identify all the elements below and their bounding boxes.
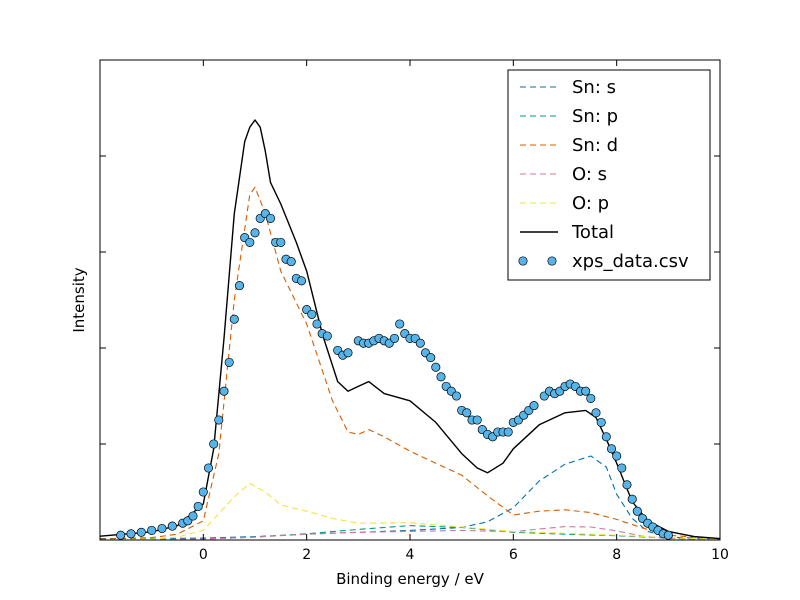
series-line-o-p: [100, 482, 720, 540]
data-point: [276, 237, 286, 247]
data-point: [136, 527, 146, 537]
data-point: [312, 319, 322, 329]
data-point: [503, 427, 513, 437]
data-point: [622, 480, 632, 490]
data-point: [245, 237, 255, 247]
data-point: [203, 463, 214, 473]
data-point: [586, 393, 596, 403]
legend-label: Sn: p: [572, 106, 618, 127]
ticks-layer: 0 2 4 6 8 10: [100, 60, 729, 563]
legend-item: Sn: s: [520, 77, 616, 98]
data-point: [395, 319, 405, 329]
data-point: [193, 501, 203, 511]
data-point: [307, 309, 317, 319]
data-point: [591, 408, 601, 418]
y-axis-label: Intensity: [70, 267, 88, 332]
data-point: [265, 213, 276, 223]
x-tick-label: 6: [509, 547, 518, 563]
data-point: [436, 372, 446, 382]
data-point: [529, 401, 539, 411]
data-point: [617, 463, 627, 473]
data-point: [188, 511, 198, 521]
series-line-total: [100, 119, 720, 540]
series-layer: [100, 119, 720, 540]
data-point: [214, 415, 224, 425]
data-point: [601, 432, 611, 442]
data-point: [209, 439, 219, 449]
data-point: [126, 529, 136, 539]
series-line-o-s: [100, 526, 720, 540]
legend-item: Sn: p: [520, 106, 618, 127]
legend-label: Total: [571, 222, 614, 243]
x-axis-label: Binding energy / eV: [336, 570, 485, 588]
data-point: [431, 362, 441, 372]
data-point: [462, 408, 472, 418]
legend-label: O: p: [572, 193, 609, 214]
data-point: [451, 391, 462, 401]
legend-item: O: s: [520, 164, 607, 185]
x-tick-label: 2: [302, 547, 311, 563]
data-point: [581, 386, 591, 396]
x-tick-label: 4: [406, 547, 415, 563]
x-tick-label: 0: [199, 547, 208, 563]
x-tick-label: 8: [612, 547, 621, 563]
data-point: [219, 386, 229, 396]
legend-item: Total: [520, 222, 614, 243]
data-point: [198, 487, 208, 497]
data-point: [415, 338, 425, 348]
data-point: [322, 331, 332, 341]
data-point: [612, 451, 622, 461]
data-point: [224, 357, 234, 367]
series-line-sn-d: [100, 186, 720, 540]
data-point: [596, 417, 606, 427]
legend-marker: [518, 256, 528, 266]
legend-label: Sn: s: [572, 77, 616, 98]
data-point: [296, 276, 307, 286]
data-point: [606, 444, 617, 454]
data-point: [147, 525, 157, 535]
data-point: [157, 523, 167, 534]
data-point: [234, 281, 245, 291]
data-point: [632, 506, 642, 516]
legend-label: O: s: [572, 164, 607, 185]
data-point: [286, 257, 296, 267]
data-point: [426, 353, 436, 363]
data-point: [663, 530, 673, 540]
data-point: [250, 228, 260, 238]
data-point: [627, 494, 637, 504]
data-point: [229, 314, 239, 324]
legend-label: Sn: d: [572, 135, 618, 156]
legend-item: xps_data.csv: [518, 251, 689, 272]
data-point: [389, 333, 400, 343]
data-point: [116, 530, 126, 540]
data-point: [343, 348, 353, 358]
legend-label: xps_data.csv: [572, 251, 689, 272]
legend-item: Sn: d: [520, 135, 618, 156]
legend: Sn: s Sn: p Sn: d O: s O: p Total xps_data.csv: [507, 69, 711, 281]
x-tick-label: 10: [711, 547, 729, 563]
legend-box: [507, 69, 711, 281]
legend-item: O: p: [520, 193, 609, 214]
legend-marker: [547, 256, 557, 266]
data-point: [167, 521, 177, 531]
data-point: [472, 415, 482, 425]
